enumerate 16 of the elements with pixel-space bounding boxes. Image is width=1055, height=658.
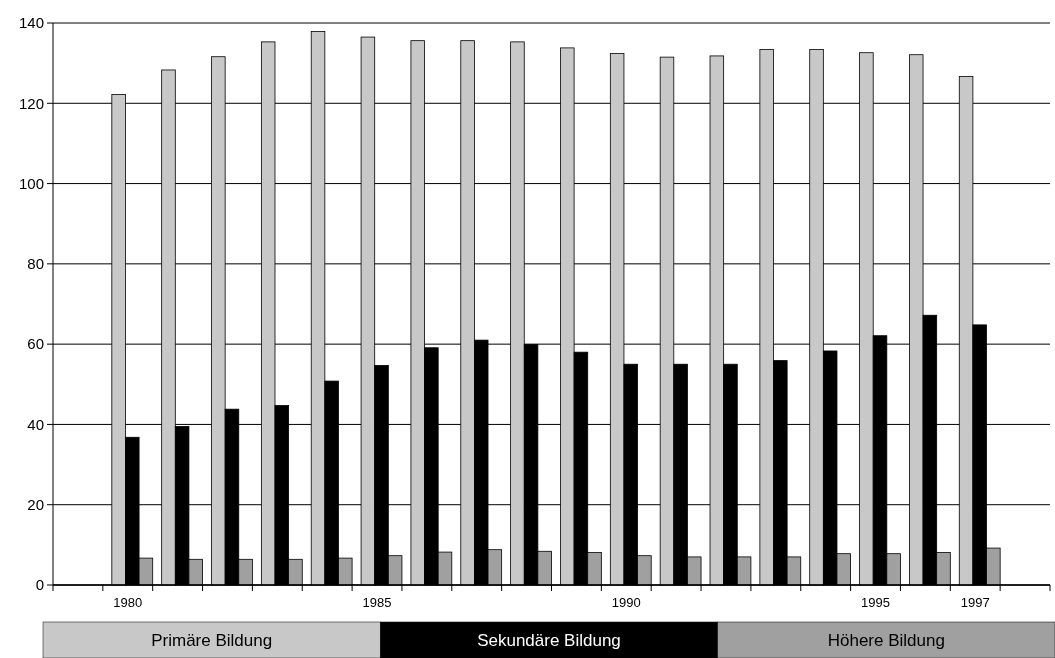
x-tick-label: 1990 xyxy=(611,595,641,610)
y-tick-label: 0 xyxy=(35,576,44,594)
x-tick-label: 1995 xyxy=(861,595,890,610)
text: Sekundäre Bildung xyxy=(477,630,621,650)
y-tick-label: 40 xyxy=(27,415,44,433)
y-tick-label: 100 xyxy=(18,174,44,192)
y-tick-label: 20 xyxy=(27,495,44,513)
text: Höhere Bildung xyxy=(827,630,945,650)
x-tick-label: 1985 xyxy=(362,595,392,610)
text: Primäre Bildung xyxy=(151,630,273,650)
x-tick-label: 1980 xyxy=(113,595,143,610)
y-tick-label: 60 xyxy=(27,335,44,353)
y-tick-label: 140 xyxy=(18,14,44,32)
y-tick-label: 120 xyxy=(18,94,44,112)
y-tick-label: 80 xyxy=(27,255,44,273)
x-tick-label: 1997 xyxy=(960,595,990,610)
